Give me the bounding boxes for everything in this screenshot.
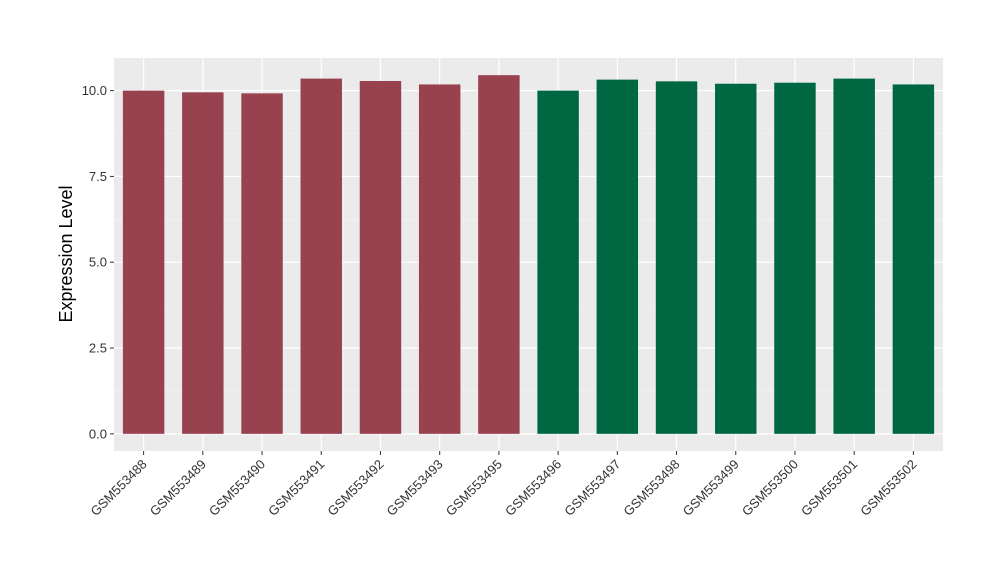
x-tick-label: GSM553490	[206, 457, 268, 519]
bar-GSM553493	[418, 84, 461, 434]
bar-GSM553488	[122, 90, 165, 434]
bar-GSM553502	[892, 84, 935, 434]
bar-GSM553497	[596, 79, 639, 434]
bar-GSM553495	[478, 75, 520, 434]
x-tick-label: GSM553496	[502, 457, 564, 519]
x-tick-label: GSM553493	[384, 457, 446, 519]
bar-GSM553492	[359, 80, 402, 434]
y-tick-label: 7.5	[89, 169, 107, 184]
bar-GSM553500	[774, 82, 816, 434]
bar-GSM553490	[241, 93, 283, 434]
y-tick-label: 0.0	[89, 426, 107, 441]
y-tick-label: 10.0	[82, 83, 107, 98]
bars-group	[122, 75, 935, 434]
x-tick-label: GSM553497	[561, 457, 623, 519]
bar-GSM553498	[655, 81, 698, 434]
bar-GSM553496	[537, 90, 579, 434]
x-tick-label: GSM553499	[680, 457, 742, 519]
bar-GSM553489	[182, 92, 224, 434]
bar-GSM553491	[300, 78, 342, 434]
y-axis-title: Expression Level	[56, 185, 76, 322]
x-tick-label: GSM553501	[798, 457, 860, 519]
x-tick-label: GSM553500	[739, 457, 801, 519]
x-tick-label: GSM553491	[265, 457, 327, 519]
y-axis: 0.0 2.5 5.0 7.5 10.0	[82, 83, 114, 441]
bar-GSM553501	[833, 78, 875, 434]
x-axis: GSM553488GSM553489GSM553490GSM553491GSM5…	[88, 451, 920, 519]
x-tick-label: GSM553495	[443, 457, 505, 519]
bar-GSM553499	[715, 83, 757, 434]
x-tick-label: GSM553492	[324, 457, 386, 519]
x-tick-label: GSM553498	[620, 457, 682, 519]
y-tick-label: 2.5	[89, 341, 107, 356]
x-tick-label: GSM553489	[147, 457, 209, 519]
x-tick-label: GSM553488	[88, 457, 150, 519]
x-tick-label: GSM553502	[857, 457, 919, 519]
y-tick-label: 5.0	[89, 255, 107, 270]
plot-panel	[114, 58, 943, 451]
